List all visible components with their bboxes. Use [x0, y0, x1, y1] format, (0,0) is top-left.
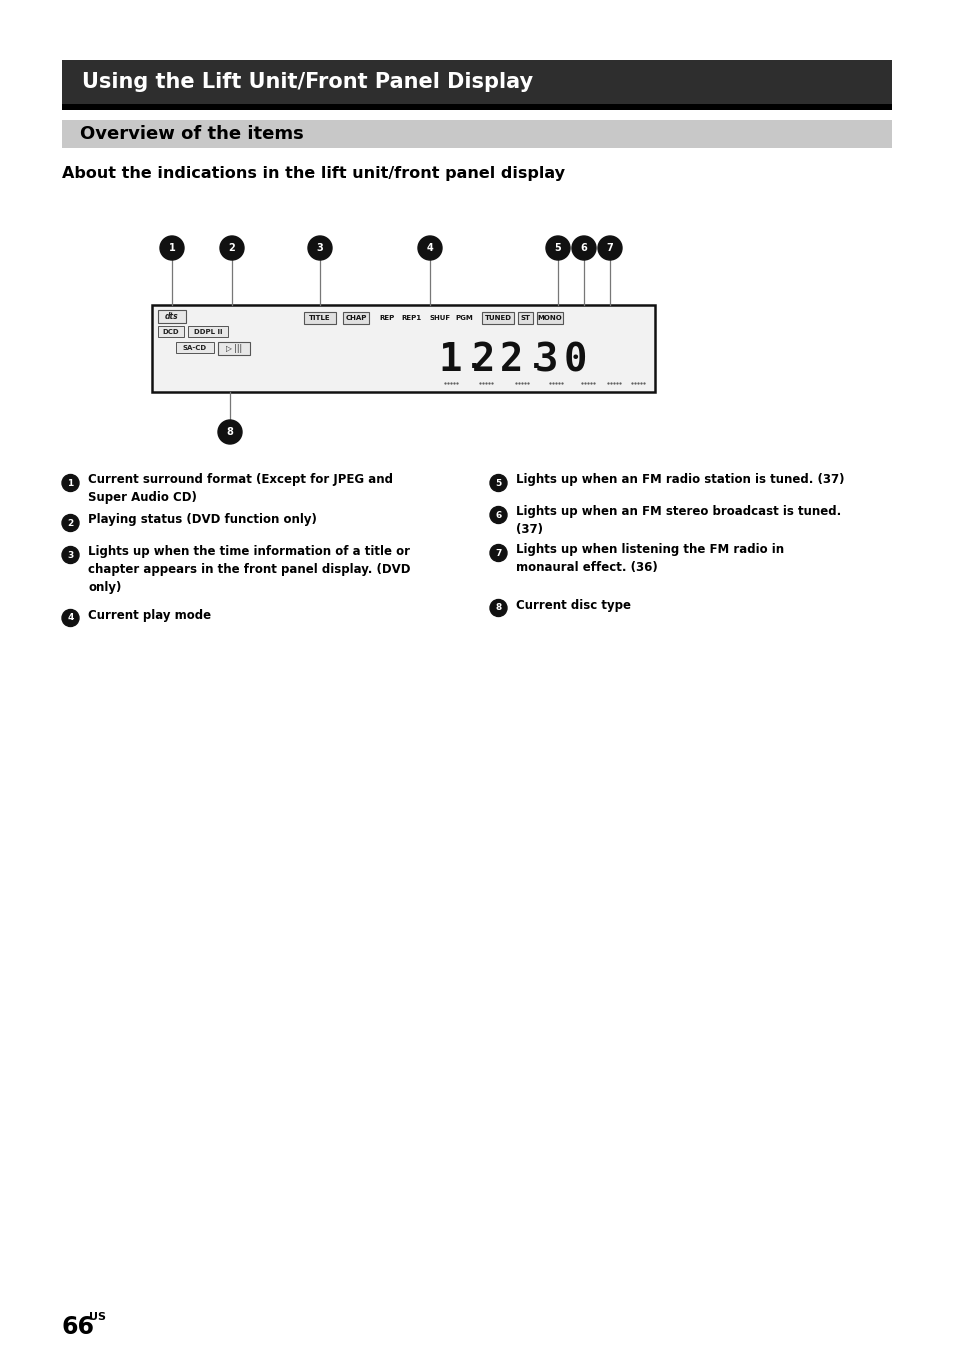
- Text: TITLE: TITLE: [309, 315, 331, 321]
- Text: Lights up when an FM radio station is tuned. (37): Lights up when an FM radio station is tu…: [516, 473, 844, 487]
- Bar: [62, 104, 891, 110]
- Text: MONO: MONO: [537, 315, 561, 321]
- Circle shape: [62, 546, 79, 564]
- Text: 3: 3: [316, 243, 323, 254]
- Circle shape: [572, 236, 596, 260]
- Circle shape: [308, 236, 332, 260]
- Circle shape: [490, 475, 506, 491]
- Bar: [62, 60, 891, 104]
- Bar: [537, 312, 562, 324]
- Text: 6: 6: [580, 243, 587, 254]
- Bar: [304, 312, 335, 324]
- Text: 8: 8: [226, 427, 233, 437]
- Text: TUNED: TUNED: [484, 315, 511, 321]
- Text: REP1: REP1: [400, 315, 420, 321]
- Text: SHUF: SHUF: [429, 315, 450, 321]
- Circle shape: [490, 599, 506, 617]
- Text: US: US: [89, 1313, 106, 1322]
- Text: Lights up when the time information of a title or
chapter appears in the front p: Lights up when the time information of a…: [89, 545, 411, 594]
- Circle shape: [598, 236, 621, 260]
- Text: ▷ |||: ▷ |||: [226, 344, 242, 353]
- Bar: [62, 119, 891, 148]
- Text: Using the Lift Unit/Front Panel Display: Using the Lift Unit/Front Panel Display: [82, 72, 533, 92]
- Text: 2: 2: [229, 243, 235, 254]
- Text: 2: 2: [68, 518, 73, 527]
- Text: 3: 3: [534, 340, 558, 378]
- Text: Current play mode: Current play mode: [89, 609, 212, 621]
- Text: REP: REP: [379, 315, 395, 321]
- Circle shape: [62, 475, 79, 491]
- Text: 4: 4: [426, 243, 433, 254]
- Bar: [218, 342, 250, 355]
- Text: 7: 7: [606, 243, 613, 254]
- Bar: [188, 325, 228, 338]
- Text: 7: 7: [495, 548, 501, 557]
- Text: 5: 5: [495, 479, 501, 488]
- Text: Lights up when listening the FM radio in
monaural effect. (36): Lights up when listening the FM radio in…: [516, 544, 783, 574]
- Text: ST: ST: [520, 315, 531, 321]
- Circle shape: [62, 514, 79, 532]
- Text: About the indications in the lift unit/front panel display: About the indications in the lift unit/f…: [62, 165, 564, 180]
- Text: 66: 66: [62, 1315, 95, 1338]
- Circle shape: [220, 236, 244, 260]
- Bar: [518, 312, 533, 324]
- Text: 0: 0: [562, 340, 586, 378]
- Text: 2: 2: [472, 340, 496, 378]
- Bar: [482, 312, 514, 324]
- Text: 8: 8: [495, 603, 501, 613]
- Bar: [343, 312, 369, 324]
- Text: CHAP: CHAP: [345, 315, 366, 321]
- Text: .: .: [527, 346, 544, 374]
- Circle shape: [62, 609, 79, 626]
- Text: 5: 5: [554, 243, 560, 254]
- Text: PGM: PGM: [455, 315, 473, 321]
- Text: .: .: [465, 346, 482, 374]
- Text: 6: 6: [495, 510, 501, 519]
- Text: 1: 1: [437, 340, 461, 378]
- Text: Lights up when an FM stereo broadcast is tuned.
(37): Lights up when an FM stereo broadcast is…: [516, 506, 841, 536]
- Circle shape: [490, 545, 506, 561]
- Text: dts: dts: [165, 312, 178, 321]
- Text: Current disc type: Current disc type: [516, 598, 631, 612]
- Text: 2: 2: [499, 340, 523, 378]
- Text: Current surround format (Except for JPEG and
Super Audio CD): Current surround format (Except for JPEG…: [89, 473, 393, 504]
- Bar: [158, 325, 184, 338]
- Circle shape: [160, 236, 184, 260]
- Text: 1: 1: [68, 479, 73, 488]
- Text: DDPL II: DDPL II: [193, 328, 222, 335]
- Text: 4: 4: [68, 613, 73, 622]
- Text: 3: 3: [68, 551, 73, 560]
- Circle shape: [545, 236, 569, 260]
- Text: DCD: DCD: [163, 328, 179, 335]
- Circle shape: [417, 236, 441, 260]
- Bar: [152, 305, 655, 392]
- Circle shape: [218, 420, 242, 443]
- Text: SA-CD: SA-CD: [183, 344, 207, 350]
- Text: Overview of the items: Overview of the items: [80, 125, 303, 142]
- Circle shape: [490, 507, 506, 523]
- Bar: [158, 311, 186, 323]
- Text: 1: 1: [169, 243, 175, 254]
- Bar: [175, 342, 213, 353]
- Text: Playing status (DVD function only): Playing status (DVD function only): [89, 514, 317, 526]
